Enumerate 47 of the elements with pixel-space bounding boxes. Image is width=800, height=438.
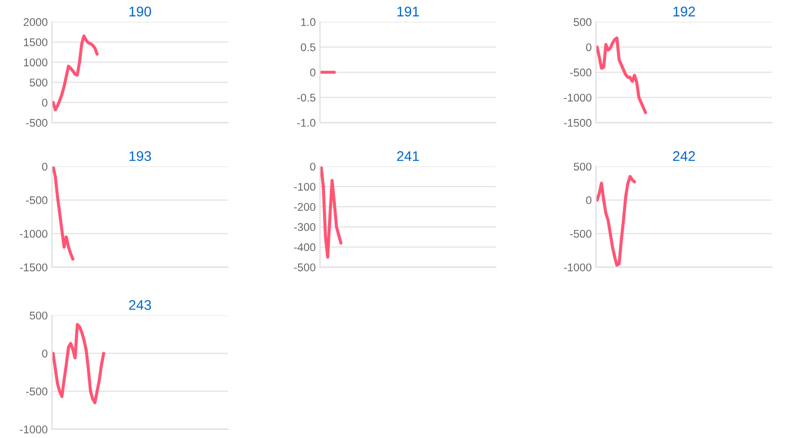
chart-title: 243 bbox=[129, 300, 151, 310]
line-series bbox=[596, 174, 636, 267]
chart-title: 191 bbox=[397, 6, 419, 16]
y-tick-label: -0.5 bbox=[297, 94, 316, 102]
y-tick-label: -500 bbox=[26, 196, 48, 204]
y-tick-label: -500 bbox=[26, 388, 48, 396]
y-tick-label: -500 bbox=[294, 263, 316, 272]
y-tick-label: 1000 bbox=[24, 58, 48, 66]
chart-title: 192 bbox=[673, 6, 695, 16]
chart-title: 193 bbox=[129, 151, 151, 162]
y-tick-label: -1000 bbox=[564, 94, 592, 102]
y-tick-label: -1.0 bbox=[297, 118, 316, 127]
y-tick-label: 0 bbox=[586, 43, 592, 52]
y-tick-label: 500 bbox=[30, 78, 48, 86]
line-series bbox=[52, 34, 99, 112]
line-series bbox=[320, 166, 342, 259]
chart-title: 241 bbox=[397, 151, 419, 161]
y-tick-label: -1000 bbox=[20, 230, 48, 238]
chart-title: 190 bbox=[129, 6, 152, 16]
line-series bbox=[52, 322, 106, 404]
y-tick-label: -1000 bbox=[564, 263, 592, 272]
line-series bbox=[52, 166, 74, 261]
y-tick-label: -500 bbox=[570, 68, 592, 76]
y-tick-label: 0 bbox=[586, 196, 592, 204]
chart-title: 242 bbox=[673, 151, 695, 161]
y-tick-label: 0 bbox=[310, 68, 316, 76]
y-tick-label: -400 bbox=[294, 243, 316, 252]
y-tick-label: 0 bbox=[310, 162, 316, 171]
y-tick-label: 1.0 bbox=[301, 18, 316, 26]
y-tick-label: -1000 bbox=[20, 426, 48, 434]
y-tick-label: -300 bbox=[294, 223, 316, 232]
y-tick-label: 0.5 bbox=[300, 43, 316, 52]
y-tick-label: -200 bbox=[294, 203, 316, 211]
y-tick-label: -100 bbox=[294, 182, 316, 191]
y-tick-label: 500 bbox=[30, 312, 48, 320]
y-tick-label: -1500 bbox=[564, 118, 592, 127]
y-tick-label: 1500 bbox=[24, 38, 48, 46]
y-tick-label: 0 bbox=[42, 98, 48, 107]
y-tick-label: -1500 bbox=[20, 263, 48, 272]
y-tick-label: 500 bbox=[574, 162, 592, 171]
y-tick-label: -500 bbox=[570, 230, 592, 238]
y-tick-label: 2000 bbox=[24, 18, 48, 26]
y-tick-label: 0 bbox=[42, 162, 48, 171]
y-tick-label: 500 bbox=[574, 18, 592, 26]
y-tick-label: 0 bbox=[42, 350, 48, 358]
y-tick-label: -500 bbox=[26, 118, 48, 127]
line-series bbox=[596, 36, 648, 114]
